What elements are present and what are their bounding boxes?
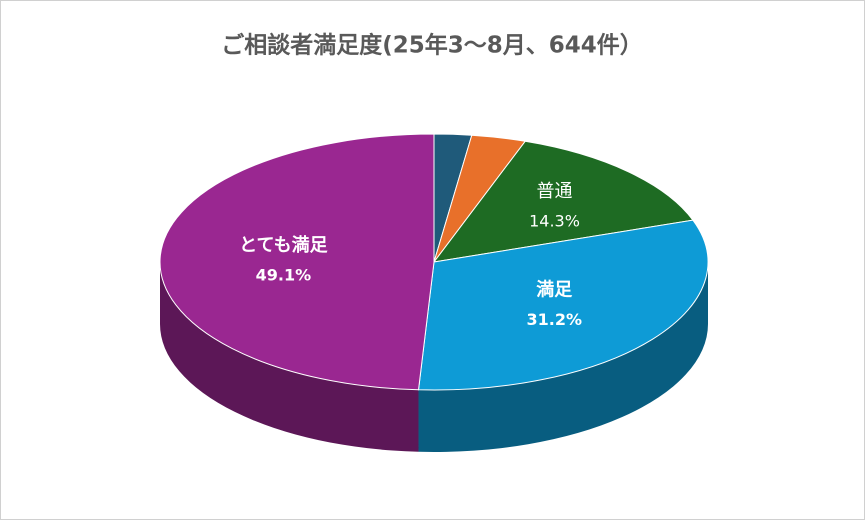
- pie-slice: [417, 219, 709, 391]
- pie-slice: [432, 140, 694, 263]
- slice-label: とても満足: [239, 234, 328, 256]
- pie-side: [418, 262, 708, 453]
- pie-side: [160, 262, 419, 452]
- slice-label: 普通: [537, 181, 573, 202]
- slice-value: 14.3%: [529, 212, 580, 231]
- slice-value: 31.2%: [526, 310, 582, 329]
- slice-value: 49.1%: [256, 266, 312, 285]
- chart-title: ご相談者満足度(25年3～8月、644件）: [221, 32, 643, 59]
- slice-label: 満足: [536, 278, 572, 300]
- pie-slice: [159, 133, 435, 391]
